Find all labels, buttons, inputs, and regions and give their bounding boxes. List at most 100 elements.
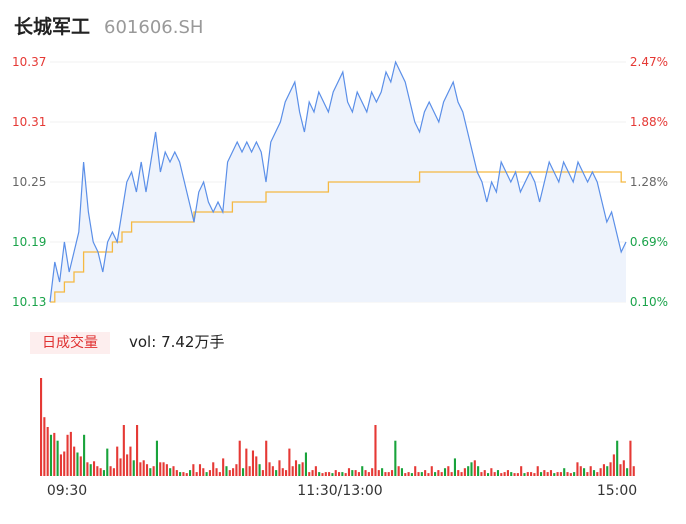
volume-bar bbox=[420, 472, 423, 476]
volume-bar bbox=[447, 466, 450, 476]
volume-bar bbox=[400, 468, 404, 476]
volume-bar bbox=[73, 446, 76, 476]
volume-bar bbox=[192, 464, 195, 476]
volume-bar bbox=[390, 470, 394, 476]
volume-bar bbox=[626, 468, 629, 476]
y-tick-label-left: 10.19 bbox=[12, 235, 46, 249]
volume-bar bbox=[480, 472, 483, 476]
volume-bar bbox=[218, 472, 221, 476]
volume-bar bbox=[76, 452, 79, 476]
volume-bar bbox=[374, 425, 377, 476]
volume-bar bbox=[516, 473, 519, 476]
volume-bar bbox=[122, 425, 125, 476]
volume-bar bbox=[473, 460, 476, 476]
volume-bar bbox=[238, 440, 241, 476]
volume-bar bbox=[56, 440, 59, 476]
price-line bbox=[49, 60, 627, 303]
volume-bar bbox=[182, 472, 185, 476]
volume-bar bbox=[291, 466, 294, 476]
volume-bar bbox=[79, 456, 82, 476]
volume-bar bbox=[66, 434, 69, 476]
volume-bar bbox=[129, 446, 132, 476]
volume-bar bbox=[520, 466, 523, 476]
volume-bar bbox=[622, 460, 625, 476]
volume-bar bbox=[470, 462, 473, 476]
volume-bar bbox=[629, 440, 632, 476]
x-tick-label: 15:00 bbox=[597, 483, 637, 499]
volume-bar bbox=[136, 425, 139, 476]
volume-bar bbox=[467, 466, 470, 476]
volume-bar bbox=[407, 472, 410, 476]
volume-bar bbox=[285, 470, 288, 476]
volume-bar bbox=[152, 466, 155, 476]
x-axis-labels: 09:30 11:30/13:00 15:00 bbox=[47, 483, 637, 499]
volume-bar bbox=[559, 472, 562, 476]
volume-bar bbox=[228, 470, 231, 476]
volume-bar bbox=[619, 464, 622, 476]
volume-bar bbox=[414, 466, 417, 476]
volume-bar bbox=[288, 448, 291, 476]
volume-bar bbox=[443, 468, 447, 476]
volume-bar bbox=[404, 473, 407, 476]
volume-bar bbox=[506, 470, 509, 476]
volume-bar bbox=[271, 466, 274, 476]
volume-bar bbox=[351, 470, 354, 476]
y-tick-label-right: 1.28% bbox=[630, 175, 668, 189]
volume-bar bbox=[83, 434, 86, 476]
volume-bar bbox=[347, 468, 351, 476]
volume-bar bbox=[609, 462, 612, 476]
volume-bar bbox=[126, 454, 129, 476]
volume-prefix: vol: bbox=[129, 333, 157, 351]
volume-bar bbox=[232, 468, 235, 476]
volume-bar bbox=[311, 470, 314, 476]
volume-bar bbox=[496, 470, 500, 476]
volume-bar bbox=[463, 468, 466, 476]
volume-bar bbox=[251, 450, 255, 476]
volume-bar bbox=[155, 440, 158, 476]
volume-bar bbox=[523, 473, 526, 476]
volume-bar bbox=[63, 451, 66, 476]
volume-bar bbox=[503, 472, 506, 476]
volume-bar bbox=[195, 472, 198, 476]
volume-bar bbox=[49, 434, 53, 476]
stock-code: 601606.SH bbox=[104, 17, 204, 38]
volume-bar bbox=[86, 462, 89, 476]
volume-bar bbox=[526, 472, 529, 476]
volume-bar bbox=[255, 456, 258, 476]
volume-bar bbox=[169, 468, 172, 476]
volume-bar bbox=[483, 470, 486, 476]
volume-bar bbox=[417, 472, 420, 476]
volume-bar bbox=[589, 466, 592, 476]
volume-bar bbox=[539, 472, 543, 476]
volume-bar bbox=[89, 464, 92, 476]
volume-bar bbox=[632, 466, 635, 476]
volume-bar bbox=[142, 460, 145, 476]
y-tick-label-right: 0.10% bbox=[630, 295, 668, 309]
volume-bar bbox=[586, 472, 589, 476]
volume-bar bbox=[536, 466, 539, 476]
volume-bar bbox=[162, 462, 165, 476]
volume-bar bbox=[357, 472, 360, 476]
volume-bar bbox=[583, 468, 586, 476]
volume-bar bbox=[513, 473, 516, 476]
volume-bar bbox=[301, 462, 304, 476]
volume-bar bbox=[275, 470, 278, 476]
volume-bar bbox=[318, 472, 321, 476]
volume-bar bbox=[185, 473, 188, 476]
volume-bar bbox=[569, 473, 572, 476]
volume-tab[interactable]: 日成交量 bbox=[30, 332, 110, 354]
volume-bar bbox=[328, 472, 331, 476]
volume-bar bbox=[566, 472, 569, 476]
volume-bar bbox=[145, 464, 149, 476]
volume-bar bbox=[119, 458, 122, 476]
volume-bar bbox=[616, 440, 619, 476]
volume-bar bbox=[241, 468, 245, 476]
volume-bar bbox=[563, 468, 566, 476]
volume-bar bbox=[430, 466, 433, 476]
volume-bar bbox=[592, 470, 596, 476]
volume-bar bbox=[46, 427, 49, 476]
volume-bar bbox=[69, 431, 72, 476]
volume-bar bbox=[189, 470, 192, 476]
volume-bar bbox=[314, 466, 317, 476]
stock-name: 长城军工 bbox=[14, 16, 91, 38]
